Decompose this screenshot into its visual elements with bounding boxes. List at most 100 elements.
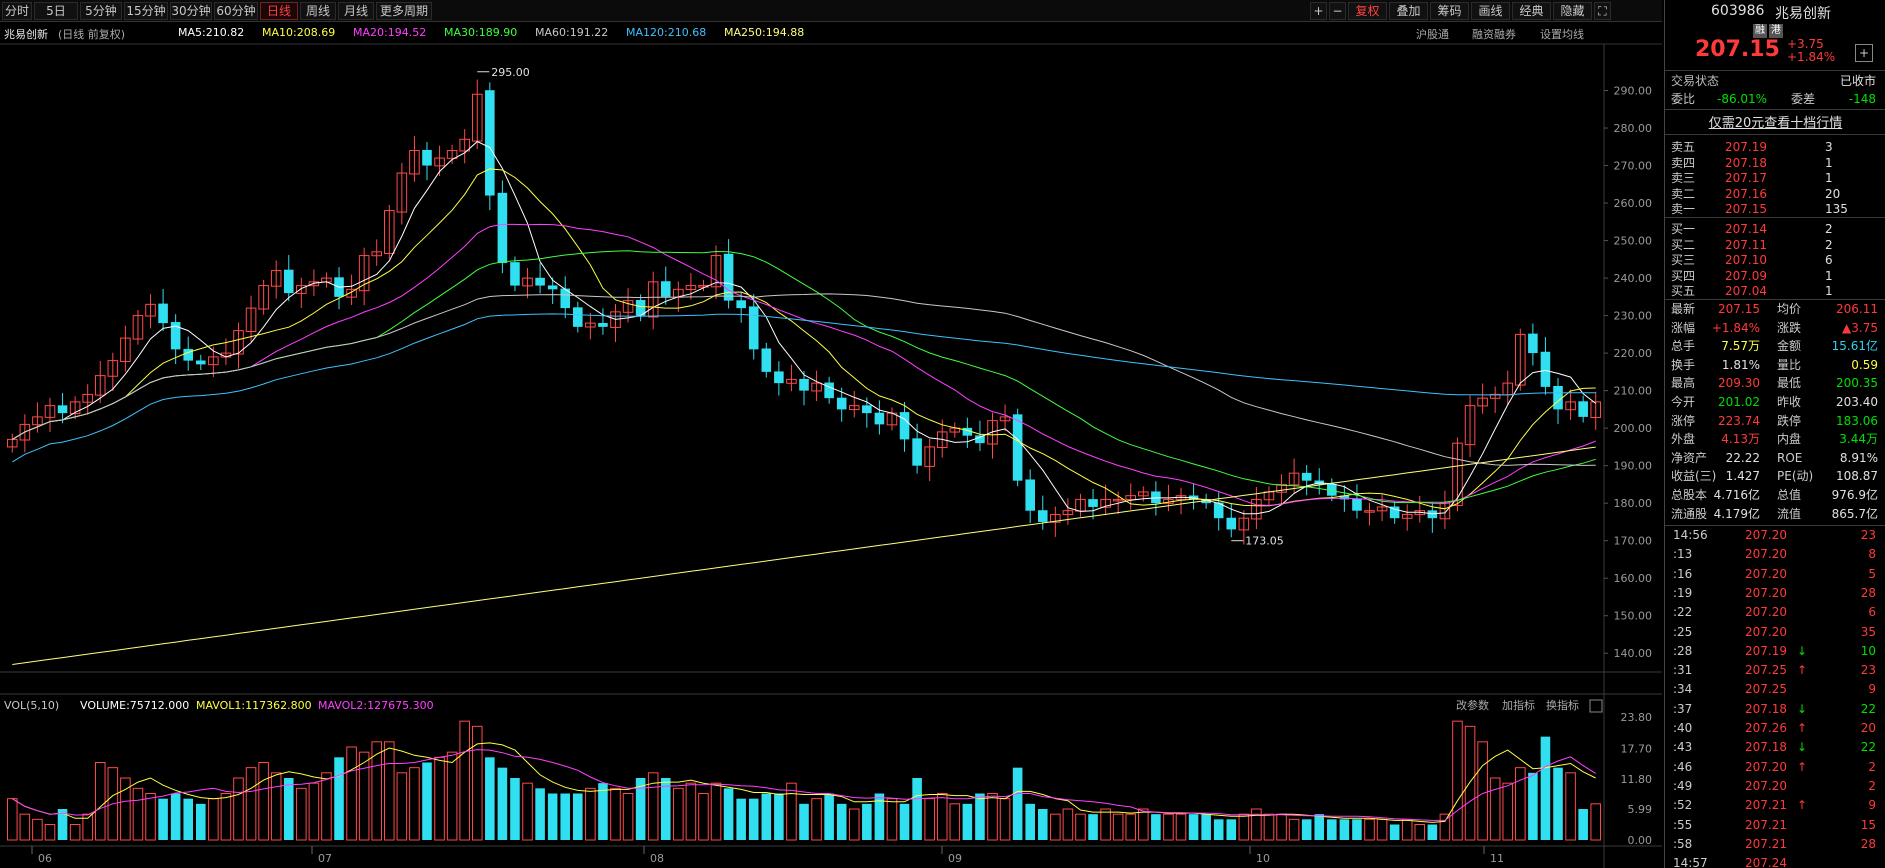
vol-bar-up [685,782,697,841]
toolbar-right-btn-2[interactable]: 复权 [1348,2,1387,20]
vol-bar-up [811,798,822,841]
mavol1-line [12,742,1596,823]
candle-body-down [824,382,834,399]
bid-row: 买五 207.04 1 [1665,282,1885,300]
cell: 9 [1868,682,1876,697]
candle-body-up [1401,513,1413,519]
cell: 8 [1868,547,1876,562]
vol-bar-down [57,809,68,840]
toolbar-right-btn-1[interactable]: − [1329,2,1346,20]
stat-row: 总手 7.57万 金额 15.61亿 [1665,337,1885,355]
vol-bar-up [1112,813,1124,841]
cell: 23 [1860,528,1876,542]
vol-bar-up [886,798,898,841]
info-link-0[interactable]: 沪股通 [1416,28,1449,41]
candle-body-up [459,138,470,152]
cell: 2 [1825,237,1833,252]
cell: 最新 [1671,302,1696,316]
cell: 涨幅 [1671,320,1696,335]
vol-bar-down [170,793,181,840]
vol-bar-up [1502,782,1514,841]
cell: 35 [1860,624,1876,639]
vol-bar-up [1489,777,1501,841]
cell: 20 [1860,721,1876,735]
cell: 跌停 [1777,413,1802,428]
cell: 207.14 [1725,222,1767,236]
vol-bar-down [183,798,194,840]
cell: 均价 [1777,302,1802,316]
period-tab-2[interactable]: 5分钟 [80,2,122,20]
vol-bar-up [949,803,961,841]
cell: 6 [1868,605,1876,620]
vol-bar-down [1352,819,1362,840]
candle-body-down [158,303,168,324]
xaxis-label: 10 [1256,852,1270,865]
candle-body-down [1352,498,1362,511]
period-tab-9[interactable]: 更多周期 [376,2,432,20]
vol-bar-up [7,798,18,841]
vol-bar-down [334,757,344,840]
cell: 最高 [1671,376,1696,391]
ask-row: 卖五 207.19 3 [1665,138,1885,156]
vol-bar-down [748,798,759,840]
vol-bar-up [107,767,119,841]
cell: 207.15 [1718,302,1760,316]
cell: 4.716亿 [1713,488,1760,502]
candle-body-down [1226,517,1237,530]
candle-body-down [862,405,872,414]
vol-bar-up [1075,813,1086,841]
vol-bar-down [1037,809,1048,840]
kline-chart[interactable]: 290.00 280.00 270.00 260.00 250.00 240.00 230.… [0,22,1662,868]
toolbar-right-btn-0[interactable]: + [1310,2,1327,20]
cell: 207.09 [1725,268,1767,283]
cell: 22 [1860,701,1876,716]
vol-axis-label: 23.80 [1621,711,1653,724]
toolbar-right-btn-8[interactable]: ⛶ [1594,2,1611,20]
toolbar-right-btn-3[interactable]: 叠加 [1389,2,1428,20]
candle-body-up [1062,510,1074,516]
info-link-2[interactable]: 设置均线 [1540,28,1584,41]
cell: :58 [1673,836,1693,851]
candle-body-up [1477,397,1488,407]
cell: 买四 [1671,268,1696,283]
cell: 涨跌 [1777,320,1802,335]
candle-body-down [497,192,508,264]
ma-label-4: MA60:191.22 [535,26,609,39]
vol-bar-up [522,782,533,841]
cell: 买一 [1671,222,1696,236]
toolbar-right-btn-4[interactable]: 筹码 [1430,2,1469,20]
cell: 1 [1825,284,1833,298]
candle-body-up [1125,495,1137,501]
candle-body-up [1276,483,1287,493]
period-tab-3[interactable]: 15分钟 [124,2,168,20]
toolbar-right-btn-7[interactable]: 隐藏 [1553,2,1592,20]
period-tab-7[interactable]: 周线 [300,2,336,20]
cell: -86.01% [1717,92,1768,106]
period-tab-0[interactable]: 分时 [2,2,32,20]
vol-bar-up [446,751,458,841]
vol-bar-up [1364,818,1375,841]
toolbar-right-btn-5[interactable]: 画线 [1471,2,1510,20]
vol-close-icon [1589,699,1603,713]
candle-body-up [1452,442,1463,507]
candle-body-up [82,393,93,403]
cell: 4.13万 [1721,432,1760,447]
info-link-1[interactable]: 融资融券 [1472,28,1516,41]
candle-body-up [1138,491,1149,497]
period-tab-4[interactable]: 30分钟 [170,2,212,20]
candle-body-down [660,281,671,297]
cell: 卖一 [1671,202,1696,216]
tick-row: :43 207.18 22 ↓ [1665,738,1885,756]
cell: :34 [1673,682,1693,697]
adjust-mode: (日线 前复权) [58,28,126,41]
period-tab-8[interactable]: 月线 [338,2,374,20]
promo-link[interactable]: 仅需20元查看十档行情 [1708,116,1843,131]
period-tab-6[interactable]: 日线 [260,2,298,20]
vol-bar-up [459,720,470,841]
period-tab-1[interactable]: 5日 [34,2,78,20]
toolbar-right-btn-6[interactable]: 经典 [1512,2,1551,20]
period-tab-5[interactable]: 60分钟 [214,2,258,20]
add-watch-button[interactable]: + [1855,44,1873,62]
candle-body-up [409,150,420,175]
price-axis-label: 290.00 [1614,85,1653,98]
